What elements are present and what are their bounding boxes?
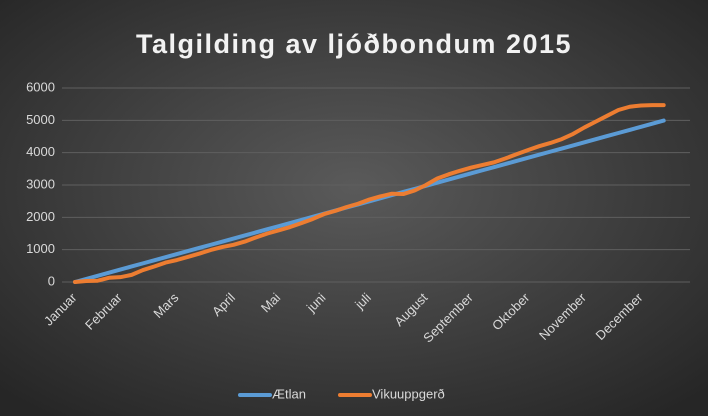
y-tick-label: 0 bbox=[48, 273, 55, 288]
chart-title: Talgilding av ljóðbondum 2015 bbox=[136, 29, 572, 59]
y-tick-label: 6000 bbox=[26, 79, 55, 94]
y-tick-label: 2000 bbox=[26, 209, 55, 224]
legend-label: Ætlan bbox=[272, 386, 306, 401]
y-tick-label: 1000 bbox=[26, 241, 55, 256]
y-tick-label: 4000 bbox=[26, 144, 55, 159]
series-line bbox=[73, 103, 666, 284]
legend-label: Vikuuppgerð bbox=[372, 386, 445, 401]
y-tick-label: 5000 bbox=[26, 112, 55, 127]
y-tick-label: 3000 bbox=[26, 176, 55, 191]
